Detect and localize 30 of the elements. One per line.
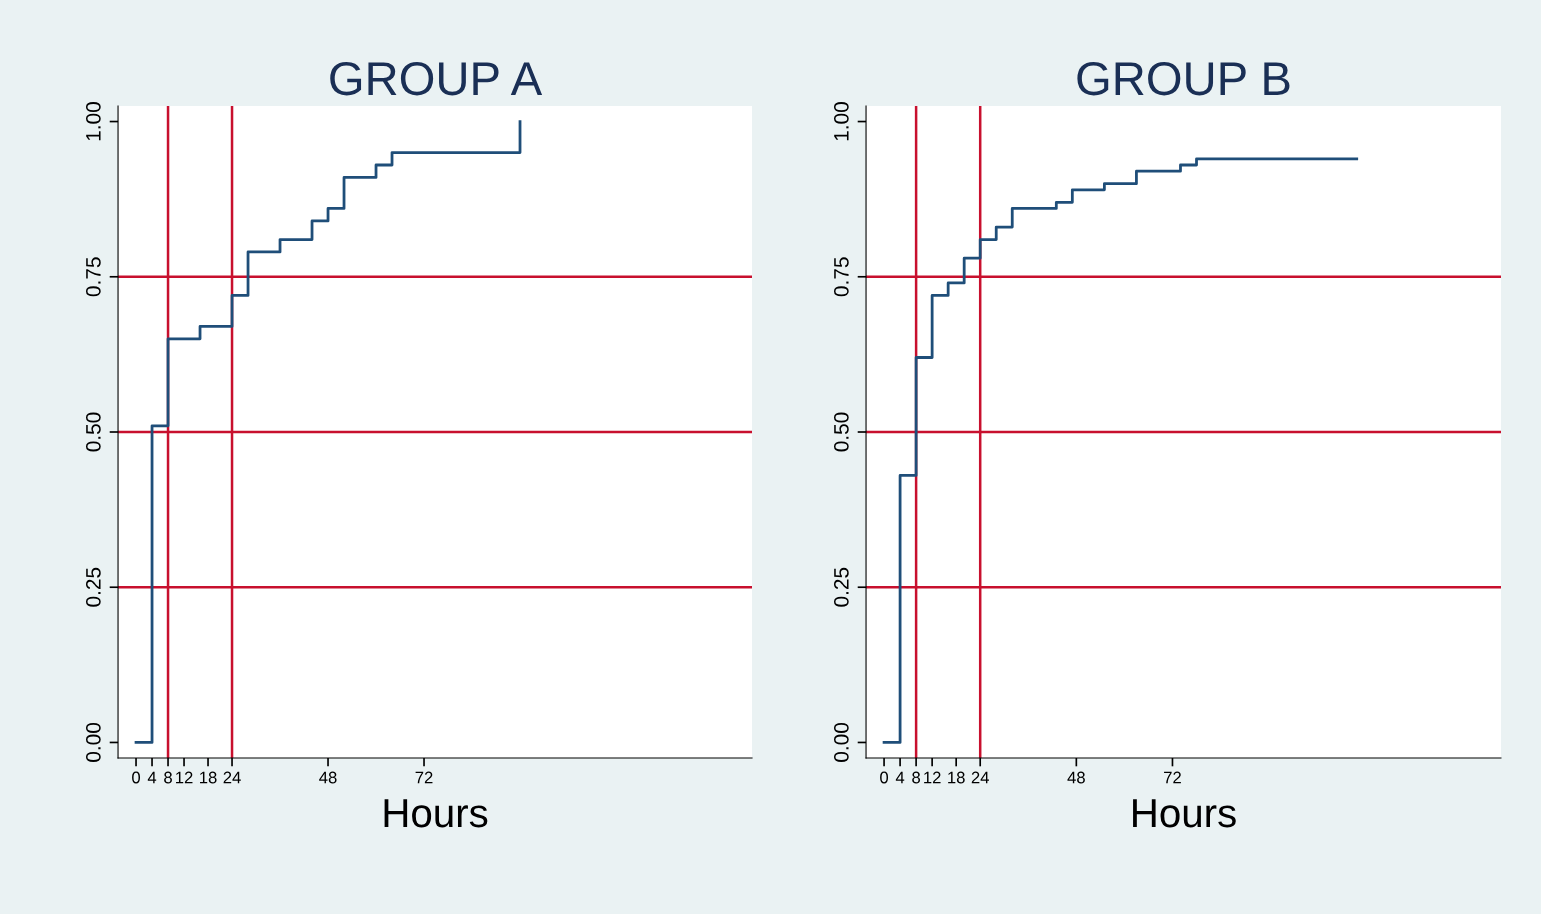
y-tick-label: 0.25 bbox=[833, 567, 849, 607]
x-tick-label: 72 bbox=[415, 771, 433, 784]
x-tick-label: 8 bbox=[164, 771, 172, 784]
x-tick-label: 0 bbox=[880, 771, 889, 784]
x-tick-label: 48 bbox=[1067, 771, 1085, 784]
x-tick-label: 12 bbox=[924, 771, 941, 784]
y-tick-label: 0.75 bbox=[85, 257, 101, 297]
y-tick-label: 0.00 bbox=[833, 723, 849, 762]
x-tick-label: 24 bbox=[971, 771, 989, 784]
x-tick-label: 24 bbox=[223, 771, 241, 784]
y-tick-label: 0.50 bbox=[85, 412, 101, 452]
x-tick-label: 0 bbox=[132, 771, 141, 784]
y-tick-label: 0.50 bbox=[833, 412, 849, 452]
x-tick-label: 18 bbox=[948, 771, 965, 784]
chart-title: GROUP A bbox=[330, 61, 543, 96]
x-tick-label: 48 bbox=[319, 771, 337, 784]
y-tick-label: 0.25 bbox=[85, 567, 101, 607]
x-axis-title: Hours bbox=[1133, 799, 1236, 828]
y-tick-label: 1.00 bbox=[833, 102, 849, 141]
x-tick-label: 18 bbox=[200, 771, 217, 784]
x-tick-label: 4 bbox=[147, 771, 157, 784]
x-tick-label: 8 bbox=[912, 771, 921, 784]
x-tick-label: 12 bbox=[176, 771, 193, 784]
y-tick-label: 1.00 bbox=[85, 102, 101, 141]
x-axis-title: Hours bbox=[384, 799, 488, 828]
x-tick-label: 72 bbox=[1164, 771, 1181, 784]
y-tick-label: 0.00 bbox=[85, 723, 101, 762]
y-tick-label: 0.75 bbox=[833, 257, 849, 297]
chart-title: GROUP B bbox=[1077, 61, 1290, 96]
x-tick-label: 4 bbox=[895, 771, 905, 784]
